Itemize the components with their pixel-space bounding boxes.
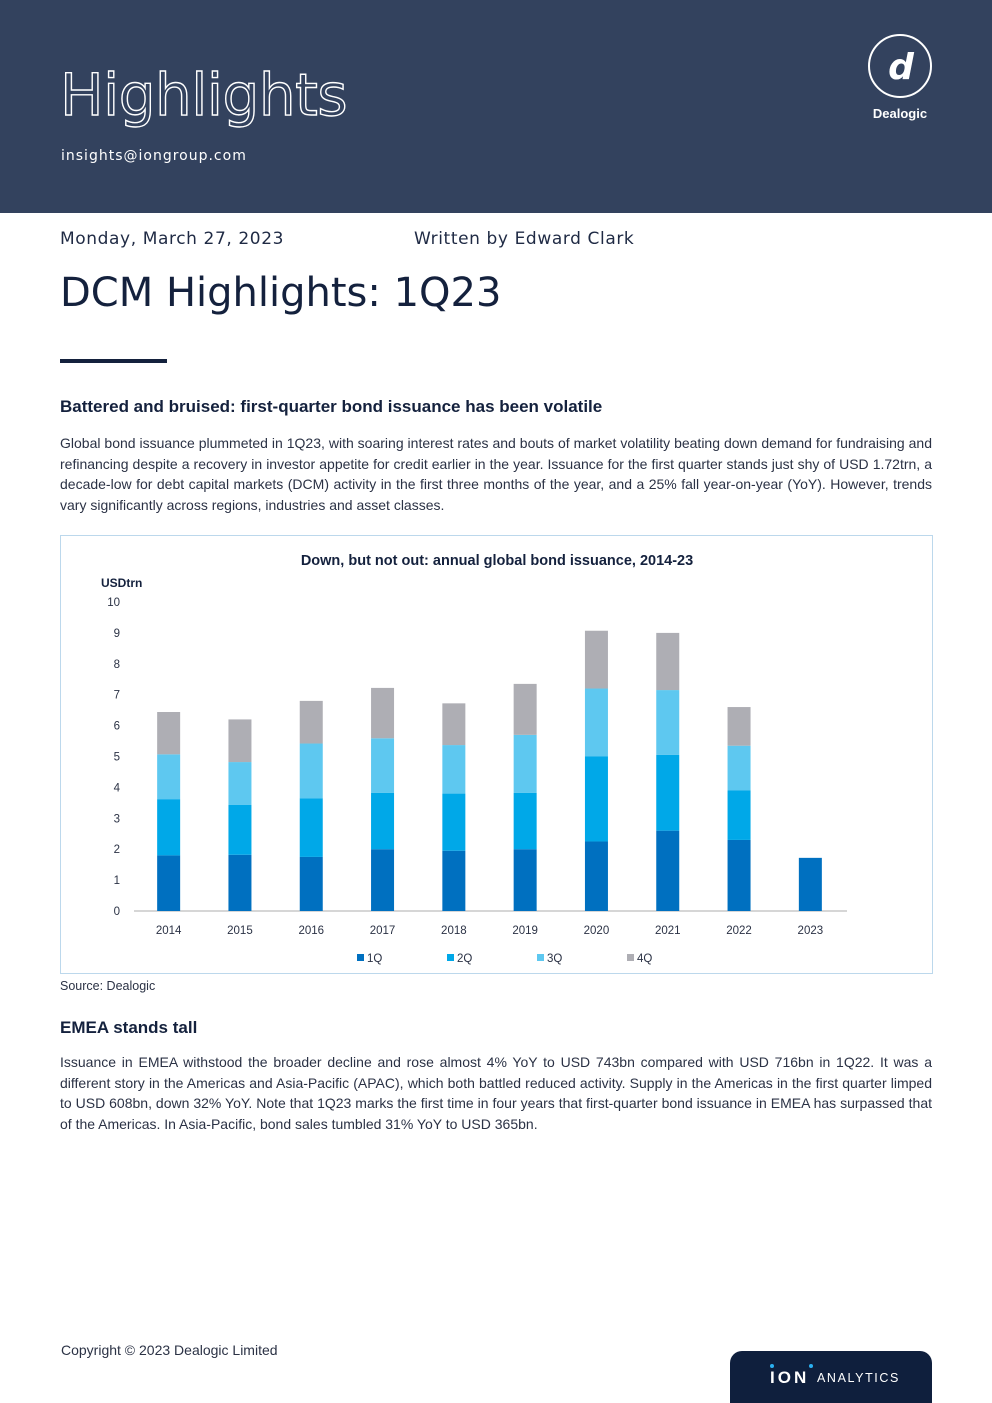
x-tick-label: 2017 bbox=[370, 925, 396, 937]
bar-segment bbox=[228, 762, 252, 805]
y-tick-label: 7 bbox=[114, 690, 120, 702]
chart-title: Down, but not out: annual global bond is… bbox=[301, 553, 693, 569]
section-paragraph-emea: Issuance in EMEA withstood the broader d… bbox=[60, 1054, 932, 1133]
title-underline bbox=[60, 359, 167, 363]
bar-segment bbox=[157, 712, 181, 755]
dealogic-logo-icon: d bbox=[868, 34, 932, 98]
bar-segment bbox=[371, 792, 395, 850]
bar-segment bbox=[442, 745, 466, 794]
bar-segment bbox=[798, 857, 822, 911]
bar-segment bbox=[157, 799, 181, 856]
header-title: Highlights bbox=[59, 61, 348, 129]
y-tick-label: 1 bbox=[114, 875, 120, 887]
chart-source: Source: Dealogic bbox=[60, 979, 156, 993]
section-heading-volatile: Battered and bruised: first-quarter bond… bbox=[60, 397, 603, 416]
bar-segment bbox=[228, 854, 252, 911]
legend-swatch bbox=[447, 954, 454, 961]
bar-segment bbox=[299, 798, 323, 857]
bar-segment bbox=[513, 683, 537, 735]
bond-issuance-chart: Down, but not out: annual global bond is… bbox=[60, 535, 933, 974]
bar-segment bbox=[157, 855, 181, 911]
legend-label: 2Q bbox=[457, 953, 472, 965]
x-tick-label: 2014 bbox=[156, 925, 182, 937]
section-paragraph-volatile: Global bond issuance plummeted in 1Q23, … bbox=[60, 435, 932, 514]
publish-date: Monday, March 27, 2023 bbox=[60, 229, 285, 249]
bar-segment bbox=[584, 630, 608, 689]
section-heading-emea: EMEA stands tall bbox=[60, 1018, 198, 1037]
legend-label: 1Q bbox=[367, 953, 382, 965]
dealogic-logo-letter: d bbox=[888, 47, 915, 88]
y-tick-label: 10 bbox=[107, 597, 120, 609]
ion-dot-icon bbox=[770, 1364, 774, 1368]
bar-segment bbox=[727, 790, 751, 840]
dealogic-logo-text: Dealogic bbox=[872, 106, 928, 121]
bar-segment bbox=[656, 632, 680, 691]
bar-segment bbox=[513, 792, 537, 850]
legend-swatch bbox=[537, 954, 544, 961]
x-tick-label: 2022 bbox=[726, 925, 752, 937]
y-tick-label: 8 bbox=[114, 659, 120, 671]
header-banner: Highlights insights@iongroup.com d Dealo… bbox=[0, 0, 992, 213]
ion-analytics-logo: ION ANALYTICS bbox=[730, 1351, 932, 1403]
bar-segment bbox=[513, 734, 537, 793]
ion-logo-word: ION bbox=[770, 1368, 810, 1387]
bar-segment bbox=[228, 804, 252, 855]
x-tick-label: 2023 bbox=[798, 925, 824, 937]
bar-segment bbox=[228, 719, 252, 763]
ion-logo-analytics: ANALYTICS bbox=[817, 1371, 900, 1385]
bar-segment bbox=[442, 793, 466, 851]
y-tick-label: 4 bbox=[114, 782, 121, 794]
chart-svg: Down, but not out: annual global bond is… bbox=[101, 553, 847, 965]
bar-segment bbox=[727, 745, 751, 791]
y-tick-label: 9 bbox=[114, 628, 120, 640]
legend-swatch bbox=[357, 954, 364, 961]
bar-segment bbox=[584, 688, 608, 757]
legend-label: 4Q bbox=[637, 953, 652, 965]
x-tick-label: 2018 bbox=[441, 925, 467, 937]
bar-segment bbox=[371, 687, 395, 739]
bar-segment bbox=[299, 856, 323, 911]
bar-segment bbox=[727, 839, 751, 911]
bar-segment bbox=[299, 700, 323, 744]
bar-segment bbox=[442, 850, 466, 911]
bar-segment bbox=[513, 849, 537, 911]
y-tick-label: 3 bbox=[114, 813, 120, 825]
bar-segment bbox=[371, 738, 395, 793]
x-tick-label: 2019 bbox=[512, 925, 538, 937]
y-tick-label: 2 bbox=[114, 844, 120, 856]
y-axis-label: USDtrn bbox=[101, 576, 142, 590]
author-byline: Written by Edward Clark bbox=[414, 229, 635, 249]
bar-segment bbox=[584, 841, 608, 911]
x-tick-label: 2015 bbox=[227, 925, 253, 937]
bar-segment bbox=[299, 743, 323, 799]
bar-segment bbox=[656, 754, 680, 831]
y-tick-label: 5 bbox=[114, 752, 120, 764]
x-tick-label: 2020 bbox=[584, 925, 610, 937]
bar-segment bbox=[371, 849, 395, 911]
x-tick-label: 2021 bbox=[655, 925, 681, 937]
y-tick-label: 6 bbox=[114, 721, 120, 733]
bar-segment bbox=[442, 703, 466, 746]
legend-swatch bbox=[627, 954, 634, 961]
bar-segment bbox=[656, 830, 680, 911]
document-title: DCM Highlights: 1Q23 bbox=[60, 270, 502, 316]
bar-segment bbox=[727, 707, 751, 746]
bar-segment bbox=[584, 756, 608, 842]
header-email[interactable]: insights@iongroup.com bbox=[61, 148, 247, 164]
bar-segment bbox=[656, 690, 680, 755]
copyright-text: Copyright © 2023 Dealogic Limited bbox=[61, 1342, 278, 1358]
x-tick-label: 2016 bbox=[298, 925, 324, 937]
legend-label: 3Q bbox=[547, 953, 562, 965]
y-tick-label: 0 bbox=[114, 906, 120, 918]
ion-dot-icon bbox=[809, 1364, 813, 1368]
bar-segment bbox=[157, 754, 181, 800]
